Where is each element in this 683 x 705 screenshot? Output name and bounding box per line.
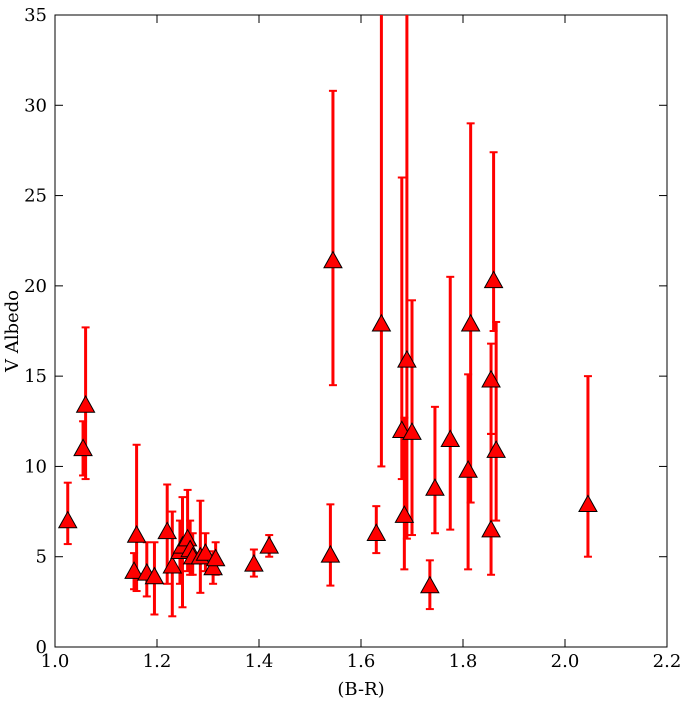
point	[126, 525, 147, 543]
point	[458, 460, 478, 478]
point	[205, 548, 226, 567]
point	[483, 270, 504, 289]
y-tick-label: 5	[36, 547, 47, 568]
point	[203, 557, 223, 576]
point	[195, 543, 216, 561]
point	[481, 519, 501, 538]
point	[481, 369, 501, 388]
x-tick-label: 1.4	[245, 651, 274, 672]
point	[402, 422, 422, 440]
point	[425, 478, 445, 496]
point	[73, 438, 93, 457]
point	[162, 555, 183, 574]
y-tick-label: 30	[24, 95, 47, 116]
x-tick-label: 2.0	[551, 651, 580, 672]
x-axis-label: (B-R)	[337, 679, 384, 700]
point	[144, 566, 165, 585]
point	[460, 313, 481, 332]
point	[244, 553, 264, 572]
plot-area	[57, 15, 598, 618]
x-tick-label: 2.2	[653, 651, 682, 672]
point	[320, 544, 341, 563]
y-tick-label: 15	[24, 366, 47, 387]
y-tick-label: 25	[24, 186, 47, 207]
point	[75, 395, 96, 413]
point	[420, 575, 440, 594]
y-tick-label: 35	[24, 5, 47, 26]
point	[371, 313, 392, 332]
point	[323, 250, 343, 269]
point	[124, 561, 144, 579]
point	[397, 349, 417, 368]
point	[394, 505, 415, 523]
y-tick-label: 20	[24, 276, 47, 297]
y-tick-label: 0	[36, 637, 47, 658]
y-axis-label: V Albedo	[2, 290, 23, 373]
y-tick-label: 10	[24, 456, 47, 477]
x-tick-label: 1.2	[143, 651, 172, 672]
x-tick-label: 1.8	[449, 651, 478, 672]
point	[440, 429, 461, 448]
point	[157, 521, 178, 540]
x-tick-label: 1.0	[41, 651, 70, 672]
point	[486, 440, 506, 458]
point	[57, 510, 78, 529]
point	[578, 494, 598, 513]
point	[259, 535, 280, 554]
x-tick-label: 1.6	[347, 651, 376, 672]
point	[366, 523, 387, 541]
